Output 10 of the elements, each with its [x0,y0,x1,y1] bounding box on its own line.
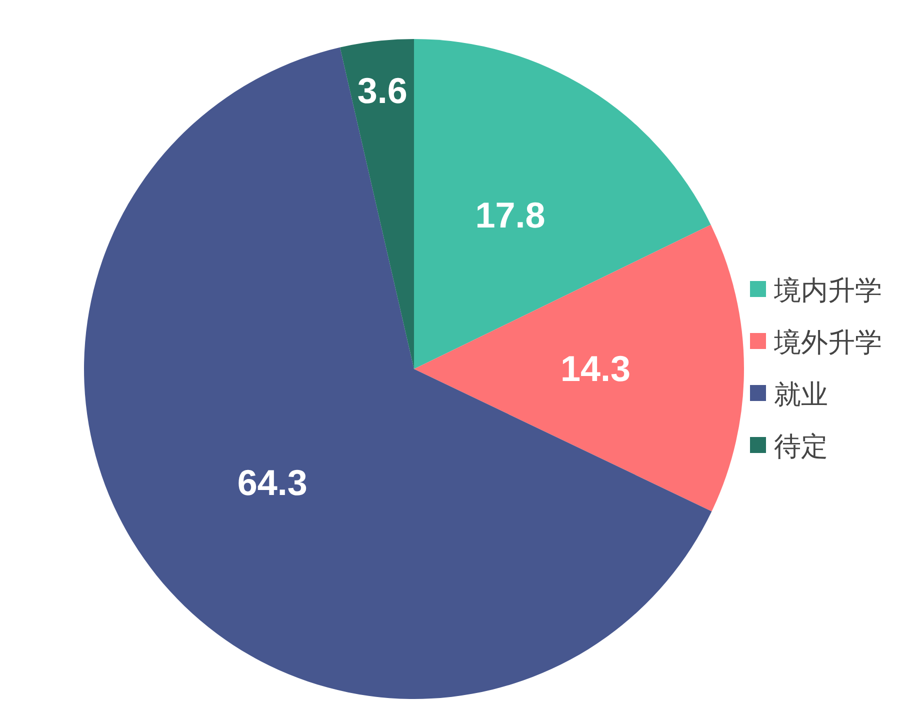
legend-label: 境外升学 [773,327,882,358]
legend-label: 待定 [774,431,828,462]
pie-slice [84,47,712,699]
legend-label: 境内升学 [773,275,882,306]
data-label: 17.8 [475,194,546,236]
pie-slice [340,39,414,369]
data-label: 3.6 [357,70,408,111]
legend-label: 就业 [774,379,828,410]
data-label: 14.3 [560,348,631,390]
data-label: 64.3 [237,462,308,504]
